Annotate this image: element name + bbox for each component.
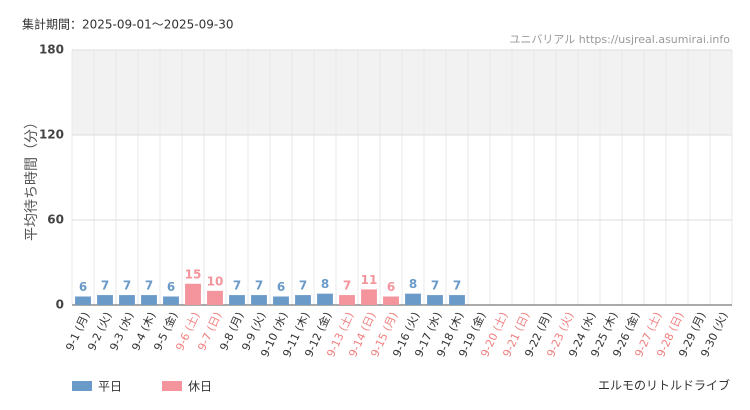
bar xyxy=(317,293,333,305)
bar xyxy=(383,296,399,305)
legend-label: 休日 xyxy=(188,380,212,394)
bar xyxy=(251,295,267,305)
bar xyxy=(295,295,311,305)
source: ユニバリアル https://usjreal.asumirai.info xyxy=(509,33,730,46)
bar xyxy=(273,296,289,305)
legend-label: 平日 xyxy=(98,380,122,394)
value-label: 7 xyxy=(101,279,109,293)
value-label: 7 xyxy=(233,279,241,293)
value-label: 7 xyxy=(431,279,439,293)
bar xyxy=(163,296,179,305)
bar xyxy=(449,295,465,305)
bar xyxy=(361,289,377,305)
bar xyxy=(405,293,421,305)
value-label: 8 xyxy=(409,277,417,291)
value-label: 15 xyxy=(185,267,202,281)
value-label: 6 xyxy=(79,280,87,294)
bar xyxy=(207,290,223,305)
bar xyxy=(141,295,157,305)
value-label: 7 xyxy=(343,279,351,293)
y-tick-label: 180 xyxy=(39,43,64,57)
value-label: 7 xyxy=(255,279,263,293)
value-label: 10 xyxy=(207,274,224,288)
bar xyxy=(185,283,201,305)
value-label: 7 xyxy=(145,279,153,293)
bar xyxy=(339,295,355,305)
value-label: 7 xyxy=(299,279,307,293)
value-label: 7 xyxy=(123,279,131,293)
bar xyxy=(97,295,113,305)
value-label: 8 xyxy=(321,277,329,291)
value-label: 7 xyxy=(453,279,461,293)
value-label: 6 xyxy=(277,280,285,294)
footer: エルモのリトルドライブ xyxy=(598,378,730,393)
value-label: 6 xyxy=(167,280,175,294)
chart-title: 集計期間：2025-09-01～2025-09-30 xyxy=(22,17,233,32)
y-tick-label: 60 xyxy=(47,213,64,227)
bar xyxy=(119,295,135,305)
y-tick-label: 0 xyxy=(56,298,64,312)
legend-swatch xyxy=(162,381,182,391)
legend-swatch xyxy=(72,381,92,391)
bar xyxy=(229,295,245,305)
y-tick-label: 120 xyxy=(39,128,64,142)
value-label: 11 xyxy=(361,273,378,287)
y-axis-label: 平均待ち時間（分） xyxy=(24,115,40,241)
bar xyxy=(427,295,443,305)
value-label: 6 xyxy=(387,280,395,294)
bar xyxy=(75,296,91,305)
